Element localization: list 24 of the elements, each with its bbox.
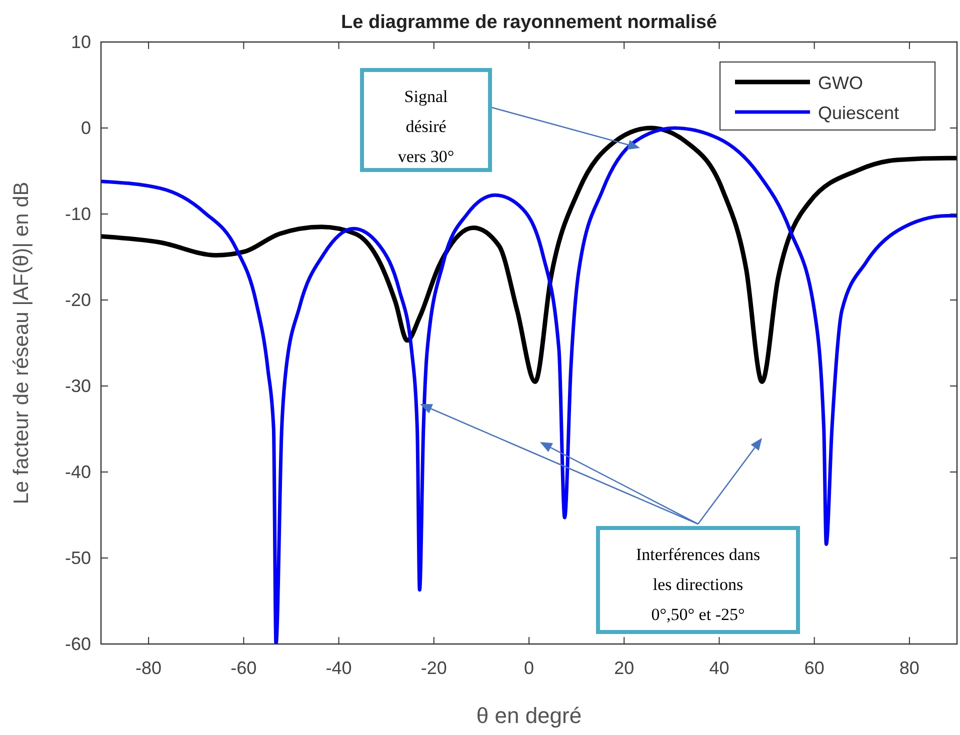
y-tick-label: -40 xyxy=(64,462,91,482)
x-tick-label: 80 xyxy=(899,658,920,678)
y-tick-label: -30 xyxy=(64,376,91,396)
annotation: Interférences dans les directions 0°,50° et -25° xyxy=(636,545,760,624)
y-tick-label: -10 xyxy=(64,204,91,224)
legend-label: GWO xyxy=(818,73,863,93)
x-tick-label: -80 xyxy=(136,658,162,678)
x-tick-label: 0 xyxy=(524,658,534,678)
y-tick-label: -20 xyxy=(64,290,91,310)
x-tick-label: -60 xyxy=(230,658,257,678)
y-tick-label: -60 xyxy=(64,634,91,654)
chart-title: Le diagramme de rayonnement normalisé xyxy=(341,12,717,33)
x-axis-title: θ en degré xyxy=(476,703,582,728)
x-tick-label: 40 xyxy=(709,658,730,678)
x-tick-label: 20 xyxy=(614,658,634,678)
legend-label: Quiescent xyxy=(818,103,900,123)
y-axis-title: Le facteur de réseau |AF(θ)| en dB xyxy=(10,182,33,504)
x-tick-label: 60 xyxy=(804,658,824,678)
y-tick-label: -50 xyxy=(64,548,91,568)
annotation: Signal désiré vers 30° xyxy=(398,87,454,166)
x-tick-label: -40 xyxy=(326,658,352,678)
y-tick-label: 0 xyxy=(80,118,91,138)
y-tick-label: 10 xyxy=(70,32,91,52)
x-tick-label: -20 xyxy=(420,658,447,678)
